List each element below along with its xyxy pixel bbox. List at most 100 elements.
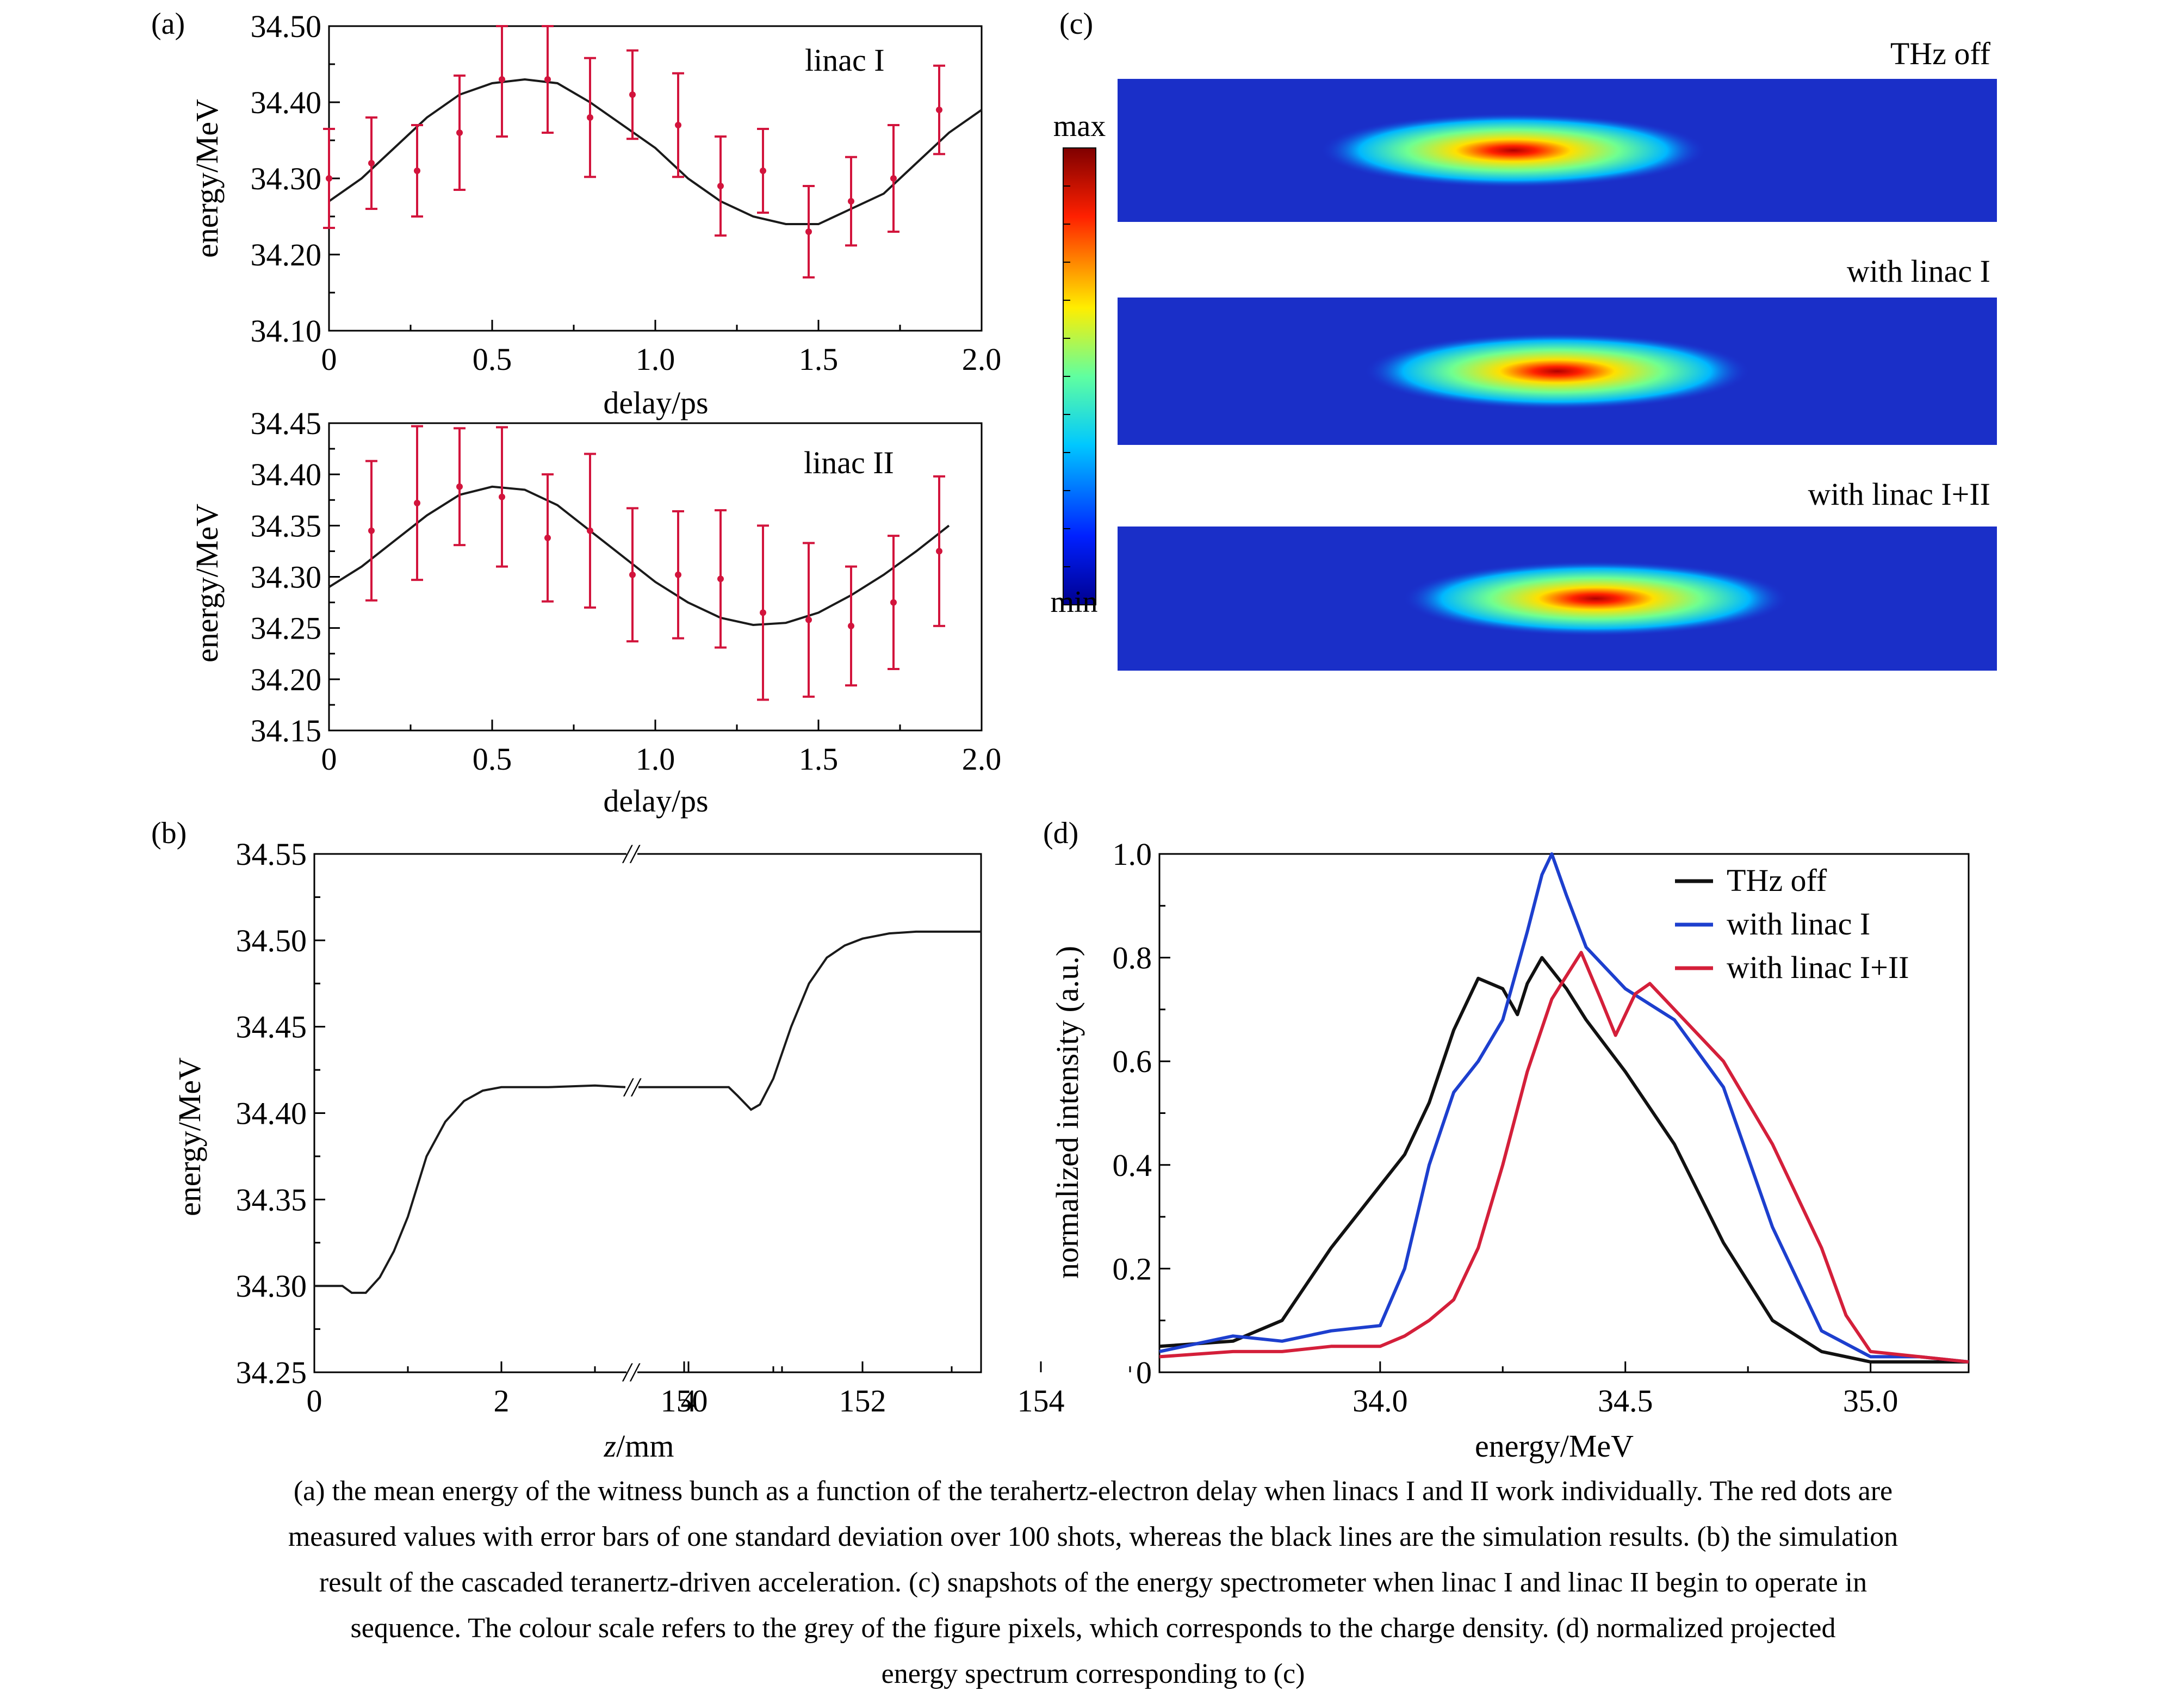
- a1-measured-point: [368, 160, 375, 166]
- a1-measured-point: [629, 91, 636, 98]
- b-ytick-label: 34.25: [236, 1355, 307, 1390]
- b-axis-break-gap: [626, 845, 637, 863]
- a2-xlabel: delay/ps: [603, 783, 708, 819]
- d-series-linac-I: [1159, 852, 1969, 1364]
- a2-xtick-label: 1.5: [799, 741, 839, 777]
- a2-measured-point: [717, 575, 724, 583]
- a1-ytick-label: 34.20: [251, 237, 322, 272]
- d-ytick-label: 0: [1136, 1355, 1152, 1390]
- a2-ytick-label: 34.25: [251, 611, 322, 646]
- caption-line: measured values with error bars of one s…: [288, 1521, 1898, 1552]
- legend-label-linac-I-II: with linac I+II: [1727, 950, 1909, 985]
- d-ytick-label: 0.4: [1113, 1148, 1152, 1183]
- a1-axes: 34.10 34.20 34.30 34.40 34.50 0 0.5 1.0 1.5 2.0: [251, 9, 1002, 377]
- b-ytick-label: 34.40: [236, 1096, 307, 1131]
- a1-measured-point: [587, 114, 593, 121]
- b-ytick-label: 34.30: [236, 1268, 307, 1304]
- a1-ylabel: energy/MeV: [189, 99, 225, 258]
- d-series-linac-I-II: [1159, 951, 1969, 1364]
- a1-xtick-label: 1.0: [636, 342, 675, 377]
- a1-ytick-label: 34.10: [251, 313, 322, 349]
- b-xlabel-unit: /mm: [616, 1428, 674, 1464]
- b-ytick-label: 34.55: [236, 837, 307, 872]
- chart-d-spectrum: 0 0.2 0.4 0.6 0.8 1.0 34.0 34.5 35.0 THz off wit…: [1050, 837, 1970, 1464]
- a2-xtick-label: 0: [321, 741, 337, 777]
- b-xtick-label: 154: [1017, 1383, 1065, 1419]
- d-ytick-label: 0.6: [1113, 1044, 1152, 1079]
- b-curve-left: [314, 1084, 626, 1294]
- b-axis-break: //: [622, 838, 641, 869]
- b-xtick-label: 150: [661, 1383, 708, 1419]
- d-xlabel: energy/MeV: [1475, 1428, 1634, 1464]
- a1-measured-point: [675, 122, 681, 128]
- chart-a1-linac-I: 34.10 34.20 34.30 34.40 34.50 0 0.5 1.0 1.5 2.0 l…: [189, 9, 1001, 420]
- a2-ytick-label: 34.45: [251, 406, 322, 441]
- a1-measured-point: [414, 168, 420, 174]
- d-xtick-label: 35.0: [1843, 1383, 1898, 1419]
- b-xtick-label: 2: [494, 1383, 510, 1419]
- a2-measured-point: [368, 527, 375, 534]
- panel-label-b: (b): [151, 816, 187, 850]
- figure-caption: (a) the mean energy of the witness bunch…: [49, 1469, 2137, 1697]
- b-curve-right: [638, 930, 981, 1111]
- a2-annotation: linac II: [804, 445, 894, 480]
- a1-measured-point: [805, 228, 812, 235]
- d-ytick-label: 0.2: [1113, 1251, 1152, 1286]
- a1-measured-point: [499, 76, 505, 83]
- b-ylabel: energy/MeV: [172, 1057, 207, 1216]
- a1-measured-point: [456, 129, 463, 136]
- a2-ytick-label: 34.35: [251, 508, 322, 543]
- a2-simulation-line: [328, 485, 950, 627]
- colorbar-max-label: max: [1053, 109, 1106, 143]
- a2-measured-point: [629, 571, 636, 578]
- caption-line: (a) the mean energy of the witness bunch…: [293, 1476, 1893, 1507]
- legend-label-thz-off: THz off: [1727, 863, 1827, 898]
- a1-ytick-label: 34.30: [251, 161, 322, 196]
- b-xlabel: z/mm: [604, 1428, 674, 1464]
- caption-line: energy spectrum corresponding to (c): [881, 1658, 1305, 1689]
- b-curve-break-gap: [626, 1078, 637, 1096]
- b-ytick-label: 34.50: [236, 923, 307, 958]
- panel-label-a: (a): [151, 7, 185, 41]
- a1-xtick-label: 2.0: [962, 342, 1002, 377]
- a1-simulation-line: [328, 78, 983, 225]
- panel-c-snapshots: max min THz off with linac I with linac …: [1050, 36, 1997, 671]
- caption-line: result of the cascaded teranertz-driven …: [319, 1567, 1867, 1598]
- b-ytick-label: 34.45: [236, 1009, 307, 1045]
- snapshot-label-linac-I: with linac I: [1847, 253, 1990, 289]
- panel-label-c: (c): [1059, 7, 1093, 41]
- d-series-thz-off: [1159, 956, 1969, 1364]
- a2-ylabel: energy/MeV: [189, 504, 225, 662]
- b-xtick-label: 4: [681, 1383, 697, 1419]
- d-ytick-label: 1.0: [1113, 837, 1152, 872]
- a2-xtick-label: 2.0: [962, 741, 1002, 777]
- b-xlabel-z: z: [604, 1428, 617, 1464]
- a1-xtick-label: 0.5: [473, 342, 512, 377]
- d-ytick-label: 0.8: [1113, 940, 1152, 976]
- a1-measured-point: [544, 76, 551, 83]
- a1-annotation: linac I: [805, 42, 885, 78]
- a2-measured-point: [936, 548, 942, 555]
- a1-ytick-label: 34.40: [251, 85, 322, 120]
- d-xtick-label: 34.0: [1352, 1383, 1408, 1419]
- a1-ytick-label: 34.50: [251, 9, 322, 44]
- a2-measured-point: [587, 527, 593, 534]
- colorbar-min-label: min: [1050, 585, 1097, 619]
- snapshot-beam-linac-I-II: [1403, 561, 1788, 636]
- a2-measured-point: [414, 499, 420, 506]
- panel-label-d: (d): [1043, 816, 1078, 850]
- a2-ytick-label: 34.30: [251, 560, 322, 595]
- a2-measured-point: [456, 483, 463, 490]
- a2-measured-point: [499, 493, 505, 500]
- caption-line: sequence. The colour scale refers to the…: [350, 1613, 1836, 1644]
- snapshot-beam-linac-I: [1364, 333, 1750, 410]
- chart-a2-linac-II: 34.15 34.20 34.25 34.30 34.35 34.40 34.45 0 0.5 1…: [189, 406, 1001, 819]
- a1-measured-point: [848, 198, 854, 205]
- a2-xtick-label: 0.5: [473, 741, 512, 777]
- b-axis-break-gap: [626, 1364, 637, 1381]
- snapshot-beam-thz-off: [1320, 113, 1706, 188]
- a1-measured-point: [936, 107, 942, 113]
- a2-measured-point: [848, 622, 854, 629]
